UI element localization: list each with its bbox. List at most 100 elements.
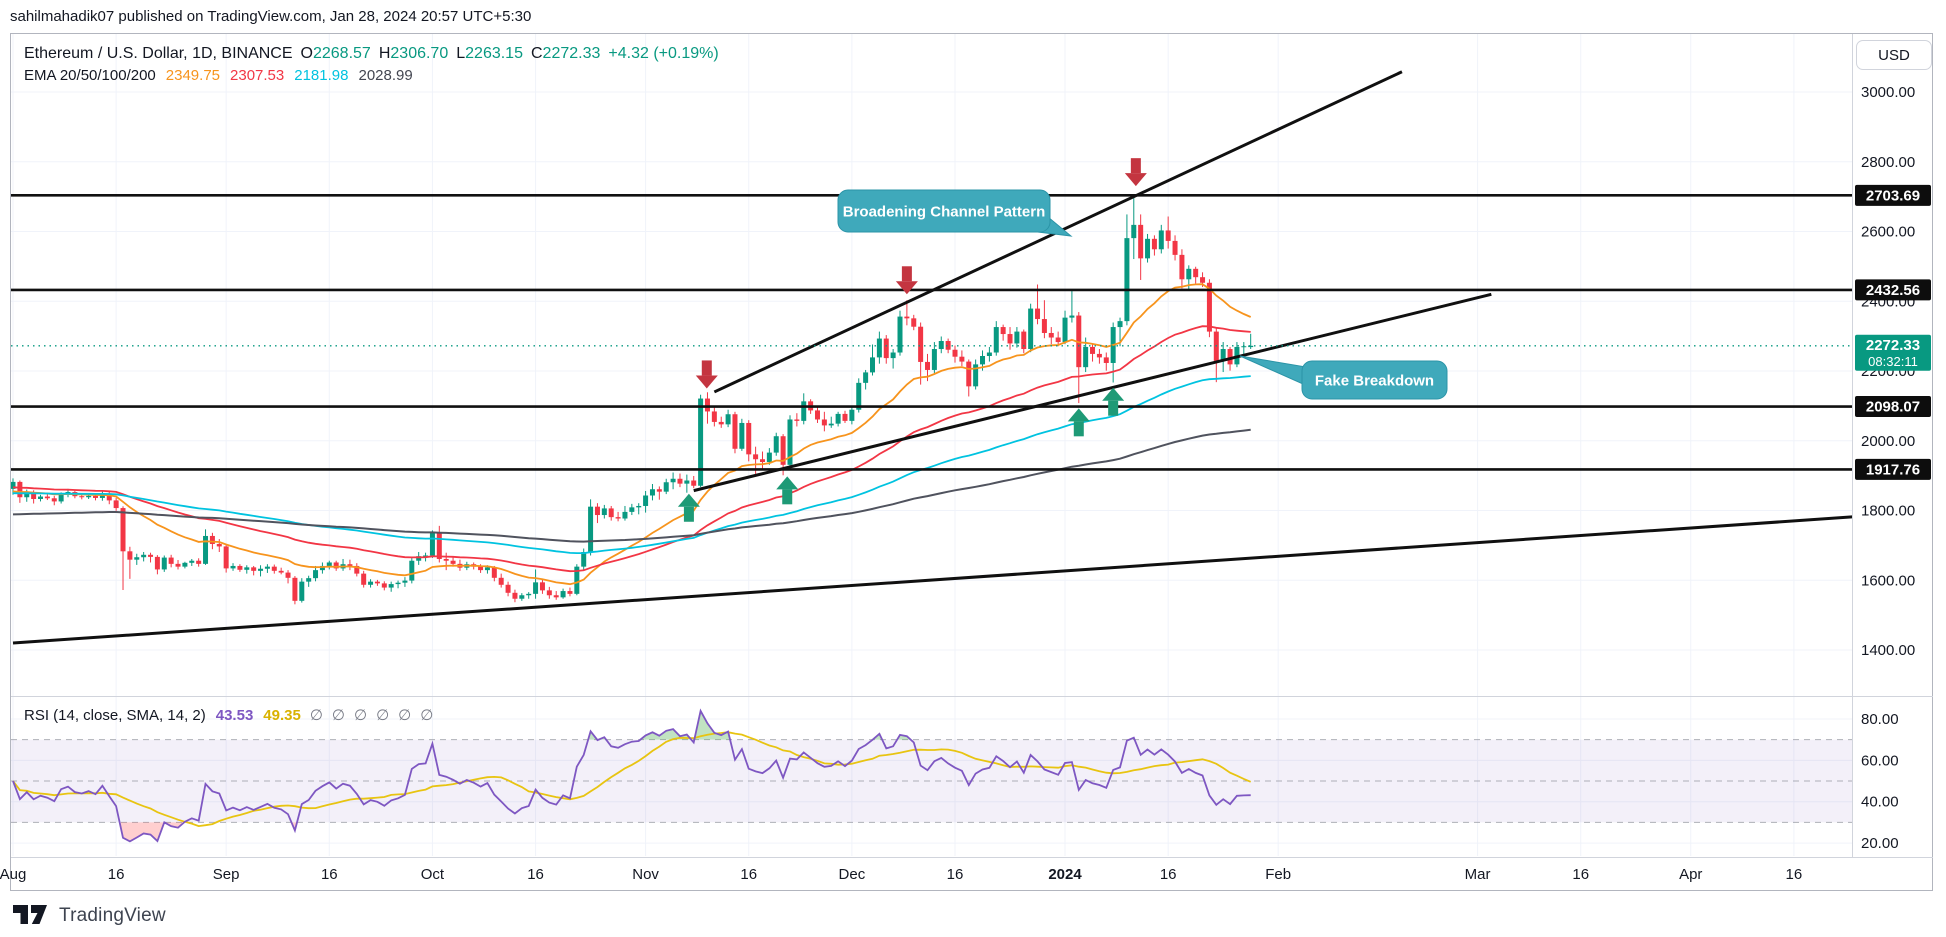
candle-body <box>980 356 986 365</box>
rsi-tick-label[interactable]: 40.00 <box>1861 794 1899 811</box>
candle-body <box>436 532 442 559</box>
rsi-legend[interactable]: RSI (14, close, SMA, 14, 2) 43.53 49.35 ∅ ∅ ∅… <box>24 706 433 724</box>
candle-body <box>271 566 277 571</box>
price-tick-label[interactable]: 1600.00 <box>1861 572 1915 589</box>
currency-toggle-button[interactable]: USD <box>1856 40 1932 70</box>
callout[interactable]: Broadening Channel Pattern <box>837 189 1073 237</box>
time-tick-label[interactable]: Nov <box>632 866 659 883</box>
time-tick-label[interactable]: 2024 <box>1048 866 1082 883</box>
current-price-value: 2272.33 <box>1866 337 1920 354</box>
callout[interactable]: Fake Breakdown <box>1239 355 1448 400</box>
candle-body <box>512 592 518 599</box>
candle-body <box>244 567 250 570</box>
candles-series <box>11 194 1254 605</box>
candle-body <box>876 338 882 358</box>
candle-body <box>1131 224 1137 239</box>
candle-body <box>237 565 243 570</box>
price-tick-label[interactable]: 3000.00 <box>1861 84 1915 101</box>
arrow-head <box>1124 173 1147 187</box>
rsi-empty-input-icon: ∅ <box>309 707 323 724</box>
price-tick-label[interactable]: 2600.00 <box>1861 224 1915 241</box>
rsi-tick-label[interactable]: 20.00 <box>1861 835 1899 852</box>
price-tick-label[interactable]: 1800.00 <box>1861 503 1915 520</box>
candle-body <box>663 482 669 492</box>
time-tick-label[interactable]: Aug <box>0 866 26 883</box>
candle-body <box>835 413 841 424</box>
candle-body <box>911 318 917 327</box>
time-tick-label[interactable]: 16 <box>947 866 964 883</box>
candle-body <box>801 401 807 421</box>
rsi-value: 49.35 <box>263 707 301 724</box>
time-tick-label[interactable]: 16 <box>1572 866 1589 883</box>
up-arrow-marker <box>1102 387 1125 416</box>
time-tick-label[interactable]: 16 <box>108 866 125 883</box>
candle-body <box>986 352 992 357</box>
down-arrow-marker <box>1124 158 1147 187</box>
candle-body <box>113 500 119 509</box>
ema-legend-title[interactable]: EMA 20/50/100/200 <box>24 67 156 84</box>
arrow-stem <box>1073 421 1084 437</box>
candle-body <box>388 584 394 588</box>
candle-body <box>1028 308 1034 350</box>
callout-pointer <box>1239 355 1313 389</box>
price-tick-label[interactable]: 2800.00 <box>1861 154 1915 171</box>
ema-value: 2307.53 <box>230 67 285 84</box>
candle-body <box>574 566 580 594</box>
time-tick-label[interactable]: Mar <box>1465 866 1491 883</box>
time-tick-label[interactable]: 16 <box>321 866 338 883</box>
candle-body <box>615 517 621 519</box>
rsi-empty-input-icon: ∅ <box>376 707 390 724</box>
symbol-legend[interactable]: Ethereum / U.S. Dollar, 1D, BINANCE O2268… <box>24 45 719 63</box>
candle-body <box>677 478 683 484</box>
time-tick-label[interactable]: Sep <box>213 866 240 883</box>
ohlc-values: O2268.57 H2306.70 L2263.15 C2272.33 <box>293 45 601 62</box>
price-tick-label[interactable]: 2000.00 <box>1861 433 1915 450</box>
candle-body <box>904 316 910 319</box>
price-tick-label[interactable]: 1400.00 <box>1861 642 1915 659</box>
down-arrow-marker <box>695 360 718 389</box>
time-tick-label[interactable]: 16 <box>527 866 544 883</box>
rsi-tick-label[interactable]: 80.00 <box>1861 711 1899 728</box>
time-tick-label[interactable]: Oct <box>421 866 445 883</box>
candle-body <box>945 341 951 350</box>
arrow-head <box>1102 387 1125 401</box>
rsi-empty-input-icon: ∅ <box>331 707 345 724</box>
candle-body <box>739 422 745 449</box>
candle-body <box>952 349 958 357</box>
tradingview-branding[interactable]: TradingView <box>13 903 166 929</box>
ema-value: 2181.98 <box>294 67 349 84</box>
symbol-title[interactable]: Ethereum / U.S. Dollar, 1D, BINANCE <box>24 45 293 62</box>
candle-body <box>319 565 325 571</box>
tradingview-logo-text: TradingView <box>59 905 166 926</box>
candle-body <box>636 505 642 508</box>
candle-body <box>505 584 511 593</box>
candle-body <box>409 560 415 581</box>
candle-body <box>890 352 896 359</box>
candle-body <box>106 493 112 501</box>
time-tick-label[interactable]: Feb <box>1265 866 1291 883</box>
candle-body <box>1124 238 1130 322</box>
candle-body <box>93 495 99 498</box>
candle-body <box>1069 315 1075 318</box>
time-tick-label[interactable]: 16 <box>1786 866 1803 883</box>
candle-body <box>120 508 126 552</box>
published-header: sahilmahadik07 published on TradingView.… <box>10 8 532 25</box>
ema-100-line <box>12 375 1251 554</box>
ema-value: 2028.99 <box>358 67 413 84</box>
candle-body <box>794 419 800 421</box>
rsi-legend-title[interactable]: RSI (14, close, SMA, 14, 2) <box>24 707 206 724</box>
candle-body <box>313 570 319 579</box>
candle-body <box>1076 315 1082 368</box>
ema-legend[interactable]: EMA 20/50/100/200 2349.75 2307.53 2181.98 20… <box>24 67 413 84</box>
candle-body <box>381 583 387 588</box>
time-tick-label[interactable]: Dec <box>839 866 866 883</box>
price-level-label-box <box>1855 396 1931 418</box>
time-tick-label[interactable]: 16 <box>740 866 757 883</box>
candle-body <box>31 492 37 499</box>
time-axis[interactable] <box>11 858 1933 890</box>
time-tick-label[interactable]: 16 <box>1160 866 1177 883</box>
rsi-tick-label[interactable]: 60.00 <box>1861 752 1899 769</box>
candle-body <box>1165 230 1171 241</box>
time-tick-label[interactable]: Apr <box>1679 866 1702 883</box>
candle-body <box>127 551 133 560</box>
